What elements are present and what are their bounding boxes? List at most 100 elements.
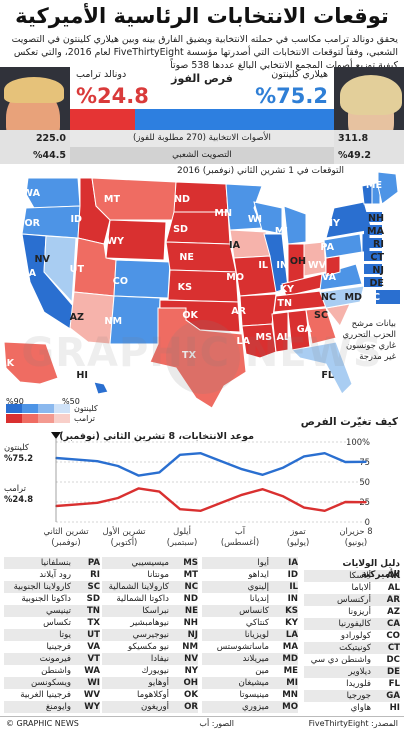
state-name: وايومنغ [45,702,71,712]
state-key-row: AK ألاسكا [304,570,400,582]
state-az [69,291,115,345]
state-name: إنديانا [249,594,269,604]
swatch-rep-mid [22,414,38,423]
state-code: NM [182,642,198,652]
state-code: NE [184,606,198,616]
state-key-row: MS ميسيسيبي [102,557,198,569]
state-name: ألاسكا [349,571,371,581]
state-key-row: HI هاواي [304,702,400,714]
state-code: NH [183,618,198,628]
state-name: أيوا [257,558,269,568]
state-code: MI [286,678,298,688]
state-key-row: DE ديلاوير [304,666,400,678]
label-tn: TN [277,298,292,309]
popular-label: التصويت الشعبي [172,150,232,160]
x-tick-sublabel: (يونيو) [345,537,367,547]
swatch-rep-light [38,414,54,423]
label-id: ID [70,214,82,225]
label-nh-east: NH [368,213,384,224]
state-code: NV [184,654,198,664]
x-tick-sublabel: (أغسطس) [221,536,259,547]
series-point [323,452,326,454]
label-ms: MS [256,332,273,343]
state-code: AR [386,595,400,605]
state-code: TX [87,618,101,628]
label-mi: MI [275,226,288,237]
label-ct-east: CT [370,252,384,263]
state-key-row: WA واشنطن [4,665,100,677]
series-point [96,460,99,462]
state-name: تينيسي [45,606,71,616]
series-point [303,455,305,458]
state-key-row: NJ نيوجيرسي [102,629,198,641]
series-point [75,458,78,461]
source-credit: المصدر: FiveThirtyEight [308,719,398,728]
state-code: WY [84,702,100,712]
state-key-row: IL إلينوي [202,581,298,593]
label-dc-east: DC [365,292,380,303]
series-point [323,510,326,512]
state-key-row: NE نبراسكا [102,605,198,617]
page-subtitle: يحقق دونالد ترامب مكاسب في حملته الانتخا… [11,34,398,71]
state-name: داكوتا الجنوبية [21,594,71,604]
x-tick-sublabel: (يوليو) [287,537,310,547]
swatch-dem-strong [6,404,22,413]
election-marker [51,432,61,439]
states-column: IA أيوا ID ايداهو IL إلينوي IN إنديانا KS كانساس K… [202,557,298,713]
state-code: UT [87,630,100,640]
state-ak [3,341,59,385]
state-key-row: NY نيويورك [102,665,199,677]
state-code: DE [386,667,400,677]
state-code: CA [387,619,400,629]
state-nc [319,285,365,309]
chart-title: كيف تغيّرت الفرص [300,416,398,428]
state-name: ميسيسيبي [131,558,169,568]
state-mi [283,205,307,245]
popular-row: التصويت الشعبي %49.2 %44.5 [33,147,371,164]
label-wa: WA [22,188,40,199]
state-code: OK [184,690,198,700]
label-az: AZ [70,312,84,323]
state-code: FL [388,679,400,689]
chart-trump-value: %24.8 [4,494,34,504]
state-key-row: NV نيفادا [102,653,198,665]
label-ri-east: RI [373,239,384,250]
states-column: PA بنسلفانيا RI رود آيلاند SC كارولاينا الجنو… [4,557,100,713]
series-line [55,487,367,513]
label-me: ME [366,180,382,191]
state-key-row: IN إنديانا [202,593,298,605]
label-hi: HI [76,370,88,381]
state-key-row: AR أركنساس [304,594,400,606]
label-la: LA [236,336,250,347]
series-point [282,466,285,469]
state-code: DC [386,655,400,665]
state-name: مينيسوتا [239,690,270,700]
state-va [319,263,363,291]
series-point [220,502,223,504]
state-key-row: LA لويزيانا [202,629,298,641]
label-ny: NY [325,218,341,229]
state-key-row: OH أوهايو [102,677,198,689]
states-key: دليل الولايات الأميركية AK ألاسكا AL ألاباما… [0,557,404,715]
state-key-row: ND داكوتا الشمالية [102,593,198,605]
state-key-row: PA بنسلفانيا [4,557,100,569]
x-tick-label: تشرين الثاني [43,526,89,536]
state-name: ايداهو [248,570,269,580]
state-tx [149,307,247,409]
scale-min: %50 [62,397,80,406]
label-va: VA [322,272,337,283]
label-al: AL [276,332,290,343]
state-name: مين [255,666,269,676]
state-wy [105,219,167,261]
state-key-row: CA كاليفورنيا [304,618,400,630]
trump-electoral: 225.0 [35,133,66,144]
state-name: ديلاوير [348,667,371,677]
label-nm: NM [104,316,122,327]
state-key-row: IA أيوا [202,557,298,569]
swatch-rep-faint [54,414,70,423]
state-code: HI [389,703,400,713]
scale-trump-label: ترامب [74,414,96,423]
series-point [365,461,367,463]
state-code: MT [183,570,198,580]
state-key-row: WV فرجينيا الغربية [4,689,100,701]
